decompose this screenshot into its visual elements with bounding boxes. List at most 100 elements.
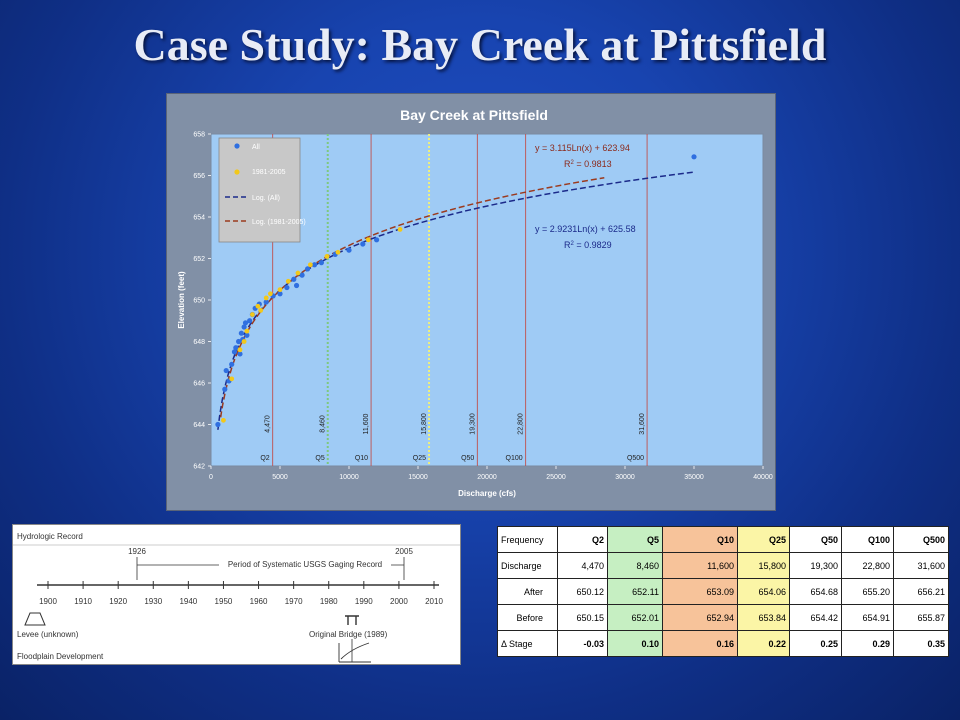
fit-line-1981-2005 — [219, 176, 605, 418]
y-tick-label: 646 — [193, 381, 205, 388]
table-cell: 0.16 — [662, 630, 738, 657]
x-tick-label: 15000 — [408, 474, 428, 481]
point-1981-2005 — [335, 249, 341, 255]
r2-all: R2 = 0.9829 — [564, 240, 612, 250]
point-1981-2005 — [285, 278, 291, 284]
legend-label-fit-all: Log. (All) — [252, 195, 280, 202]
table-cell: 652.11 — [607, 578, 663, 605]
x-tick-label: 5000 — [272, 474, 288, 481]
legend-label-fit-recent-text: Log. (1981-2005) — [252, 219, 306, 226]
flood-q-label: Q25 — [413, 455, 426, 462]
point-1981-2005 — [267, 291, 273, 297]
point-1981-2005 — [258, 307, 264, 313]
point-all — [241, 324, 247, 330]
timeline-year-label: 1910 — [74, 597, 92, 606]
point-all — [318, 260, 324, 266]
table-cell: 0.35 — [893, 630, 949, 657]
point-all — [222, 386, 228, 392]
header-q50: Q50 — [789, 526, 842, 553]
legend-marker-all — [234, 143, 240, 149]
point-all — [360, 241, 366, 247]
point-all — [231, 349, 238, 355]
slide-title: Case Study: Bay Creek at Pittsfield — [133, 19, 827, 70]
timeline-title: Hydrologic Record — [17, 532, 83, 541]
timeline-svg: Hydrologic Record 1926 2005 Period of Sy… — [13, 532, 460, 663]
point-1981-2005 — [250, 312, 255, 317]
equation-all: y = 2.9231Ln(x) + 625.58 R2 = 0.9829 — [535, 224, 636, 250]
row-label: Δ Stage — [497, 630, 558, 657]
table-cell: 0.25 — [789, 630, 842, 657]
x-tick-label: 35000 — [684, 474, 704, 481]
point-all — [238, 330, 244, 336]
plot-area — [210, 133, 764, 467]
table-cell: 22,800 — [841, 552, 894, 579]
point-all — [305, 266, 311, 272]
fit-lines — [217, 171, 695, 430]
table-cell: 0.10 — [607, 630, 663, 657]
flood-value-label: 11,600 — [363, 413, 370, 434]
table-cell: 650.12 — [557, 578, 608, 605]
flood-value-label: 22,800 — [518, 413, 525, 435]
point-all — [291, 276, 297, 282]
equation-recent-text: y = 3.115Ln(x) + 623.94 — [535, 143, 630, 153]
point-all — [237, 351, 243, 357]
fit-line-all — [217, 171, 695, 430]
timeline-year-label: 2010 — [425, 597, 443, 606]
flood-q-label: Q100 — [506, 455, 523, 462]
table-cell: 650.15 — [557, 604, 608, 631]
table-cell: 654.06 — [737, 578, 790, 605]
y-tick-label: 652 — [193, 256, 205, 263]
row-label: After — [497, 578, 558, 605]
table-cell: 654.68 — [789, 578, 842, 605]
floodplain-graph-icon — [338, 642, 371, 663]
point-all — [691, 154, 697, 160]
legend: All 1981-2005 Log. (All) Log. (1981-2005… — [218, 137, 306, 243]
table-cell: -0.03 — [557, 630, 608, 657]
point-1981-2005 — [324, 254, 330, 259]
x-axis-label: Discharge (cfs) — [458, 489, 516, 498]
floodplain-label: Floodplain Development — [17, 652, 104, 661]
equation-all-text: y = 2.9231Ln(x) + 625.58 — [535, 224, 636, 234]
table-cell: 654.91 — [841, 604, 894, 631]
x-tick-label: 40000 — [753, 474, 773, 481]
point-all — [236, 338, 242, 345]
table-cell: 652.94 — [662, 604, 738, 631]
timeline-end-marker: 2005 — [395, 547, 413, 556]
timeline-year-label: 1900 — [39, 597, 57, 606]
x-tick-label: 20000 — [477, 474, 497, 481]
point-all — [374, 237, 380, 243]
timeline-panel: Hydrologic Record 1926 2005 Period of Sy… — [12, 524, 461, 665]
point-all — [242, 320, 249, 326]
frequency-table: Frequency Q2 Q5 Q10 Q25 Q50 Q100 Q500 Di… — [497, 526, 949, 657]
legend-label-recent: 1981-2005 — [252, 169, 286, 176]
point-all — [215, 421, 221, 428]
timeline-year-label: 1940 — [179, 597, 197, 606]
legend-label-all: All — [252, 144, 260, 151]
point-1981-2005 — [365, 237, 371, 243]
point-1981-2005 — [237, 347, 243, 353]
timeline-year-label: 1970 — [285, 597, 303, 606]
chart-panel: Bay Creek at Pittsfield 4,470 Q2 8,460 Q5 11… — [166, 93, 776, 511]
flood-lines: 4,470 Q2 8,460 Q5 11,600 Q10 15,800 Q25 19,300 Q5… — [260, 134, 648, 466]
table-header-row: Frequency Q2 Q5 Q10 Q25 Q50 Q100 Q500 — [497, 526, 949, 553]
point-all — [233, 345, 239, 351]
flood-value-label: 8,460 — [320, 415, 327, 433]
table-cell: 655.87 — [893, 604, 949, 631]
levee-icon — [24, 612, 46, 626]
equation-recent: y = 3.115Ln(x) + 623.94 R2 = 0.9813 — [535, 143, 630, 169]
y-tick-label: 658 — [193, 132, 205, 139]
legend-label-fit-recent: Log. (1981-2005) — [252, 219, 306, 226]
frequency-table-panel: Frequency Q2 Q5 Q10 Q25 Q50 Q100 Q500 Di… — [497, 526, 949, 657]
gaging-period-label: Period of Systematic USGS Gaging Record — [228, 560, 382, 569]
point-1981-2005 — [307, 262, 313, 268]
r2-recent: R2 = 0.9813 — [564, 159, 612, 169]
timeline-year-label: 1930 — [144, 597, 162, 606]
point-all — [284, 284, 290, 291]
header-frequency: Frequency — [497, 526, 558, 553]
point-1981-2005 — [295, 270, 301, 276]
row-label: Discharge — [497, 552, 558, 579]
header-q25: Q25 — [737, 526, 790, 553]
point-1981-2005 — [397, 227, 403, 232]
y-tick-label: 654 — [193, 215, 205, 222]
table-cell: 654.42 — [789, 604, 842, 631]
